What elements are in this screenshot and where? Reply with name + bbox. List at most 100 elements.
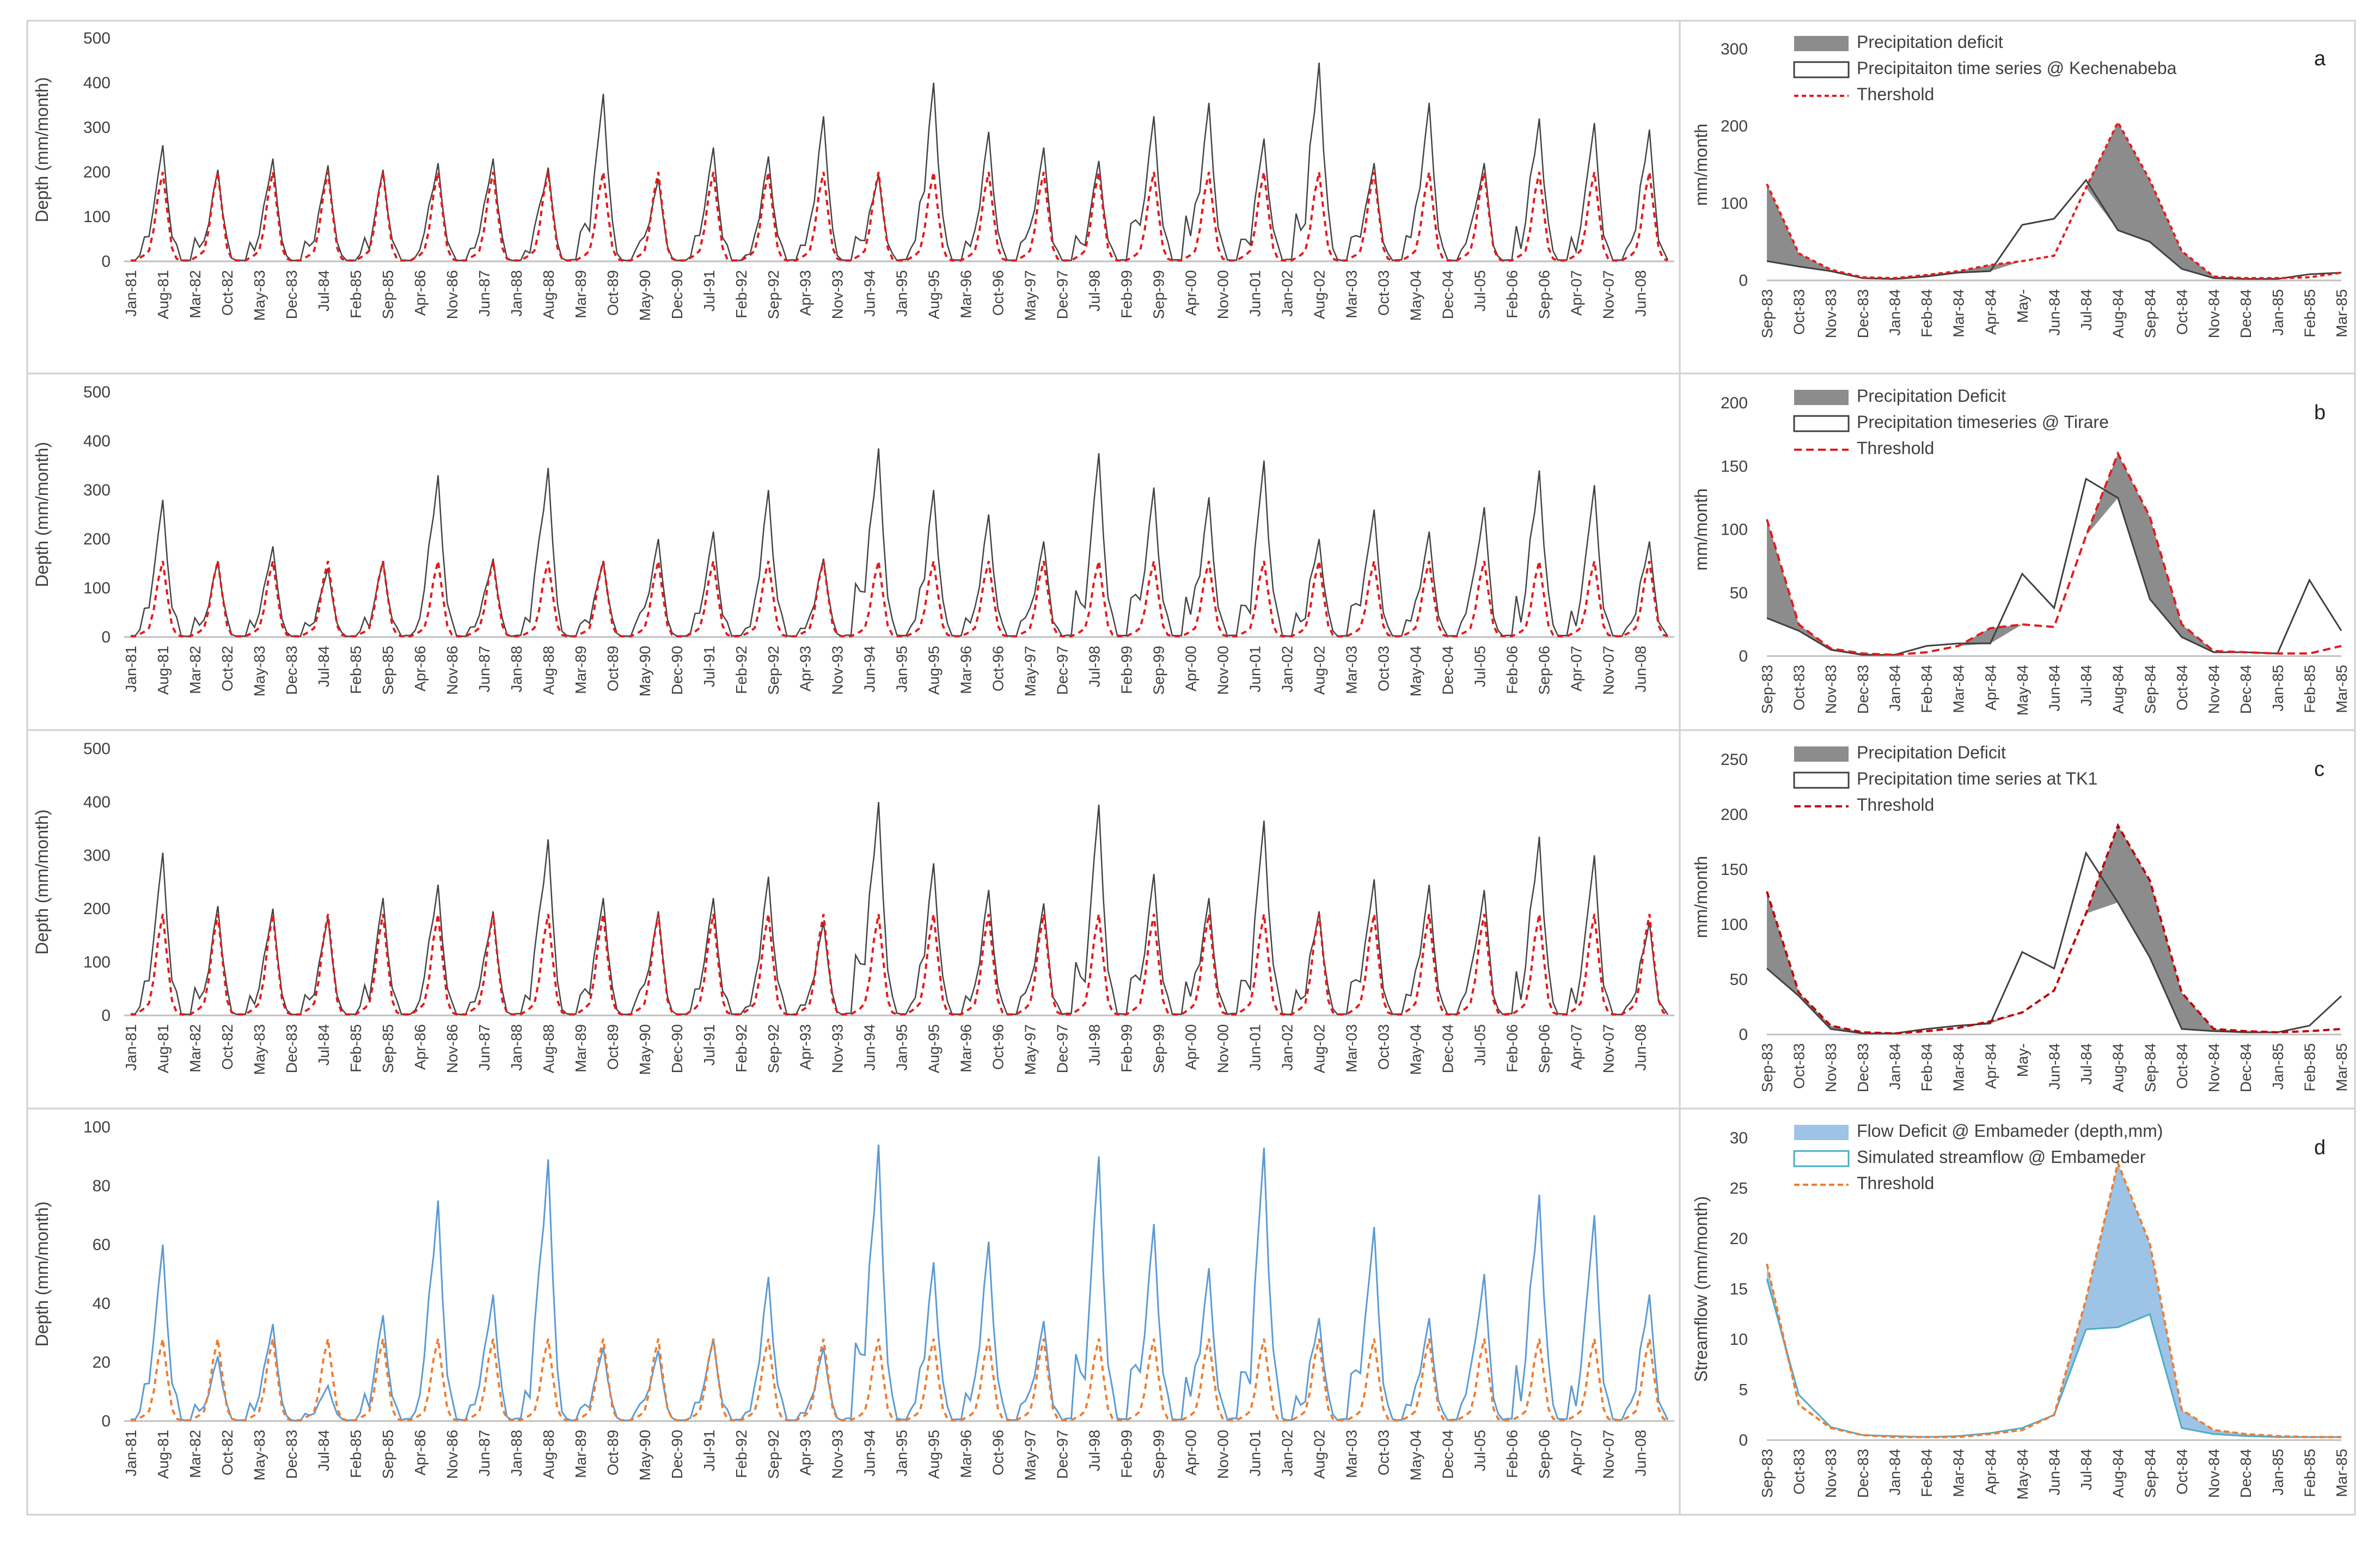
x-tick-label: Oct-89 <box>604 1430 621 1475</box>
x-tick-label: Nov-84 <box>2206 289 2223 338</box>
y-tick-label: 5 <box>1739 1381 1748 1399</box>
x-tick-label: Jul-84 <box>315 270 332 311</box>
x-tick-label: Aug-02 <box>1311 1430 1328 1479</box>
x-tick-label: Nov-83 <box>1822 289 1839 338</box>
x-tick-label: Mar-89 <box>572 1430 589 1478</box>
x-tick-label: Mar-96 <box>958 1430 975 1478</box>
y-axis-label: mm/month <box>1691 856 1711 938</box>
x-tick-label: Mar-96 <box>958 1024 975 1073</box>
x-tick-label: Oct-89 <box>604 1024 621 1070</box>
y-tick-label: 20 <box>93 1354 111 1371</box>
x-tick-label: Feb-84 <box>1918 1043 1935 1092</box>
x-tick-label: Sep-84 <box>2142 665 2158 714</box>
legend-swatch-deficit <box>1794 390 1849 405</box>
x-tick-label: Feb-06 <box>1503 646 1520 694</box>
y-tick-label: 15 <box>1730 1281 1748 1299</box>
x-tick-label: Apr-86 <box>412 270 429 316</box>
x-tick-label: Sep-84 <box>2142 289 2158 338</box>
short-chart-a-short: 0 100 200 300 mm/month Sep-83 Oct-83 Nov-83 Dec-… <box>1691 32 2350 338</box>
y-tick-label: 0 <box>1739 1431 1748 1449</box>
x-tick-label: Nov-83 <box>1822 1043 1839 1092</box>
x-tick-label: Aug-95 <box>926 270 943 319</box>
legend-label: Flow Deficit @ Embameder (depth,mm) <box>1857 1121 2163 1141</box>
x-tick-label: Dec-84 <box>2237 1449 2254 1498</box>
y-tick-label: 80 <box>93 1177 111 1195</box>
x-tick-label: Mar-89 <box>572 1024 589 1073</box>
x-tick-label: May-90 <box>637 646 653 696</box>
x-tick-label: Jul-91 <box>701 646 718 687</box>
y-tick-label: 400 <box>83 793 111 811</box>
x-tick-label: Jul-05 <box>1471 646 1488 687</box>
x-tick-label: Jan-95 <box>894 1024 910 1071</box>
x-tick-label: Jul-84 <box>315 1430 332 1471</box>
x-tick-label: Jan-84 <box>1886 665 1903 712</box>
x-tick-label: Oct-84 <box>2174 289 2191 335</box>
x-tick-label: Jan-84 <box>1886 1449 1903 1496</box>
x-tick-label: Dec-04 <box>1440 1430 1457 1479</box>
x-tick-label: Feb-85 <box>347 270 364 319</box>
y-tick-label: 200 <box>83 900 111 918</box>
legend-label: Precipitation timeseries @ Tirare <box>1857 412 2109 432</box>
x-tick-label: Jul-84 <box>2078 665 2095 706</box>
x-tick-label: Aug-02 <box>1311 270 1328 319</box>
x-tick-label: Sep-99 <box>1151 1024 1167 1073</box>
y-tick-label: 0 <box>1739 272 1748 290</box>
y-tick-label: 500 <box>83 29 111 47</box>
x-tick-label: Sep-06 <box>1535 270 1552 319</box>
x-tick-label: Dec-97 <box>1054 1024 1071 1073</box>
series-line-timeseries <box>1766 477 2342 656</box>
x-tick-label: Oct-83 <box>1791 1043 1808 1089</box>
y-tick-label: 0 <box>101 628 111 646</box>
x-tick-label: Jul-05 <box>1471 1430 1488 1471</box>
long-chart-d-long: 0 20 40 60 80 100 Depth (mm/month) Jan-81 Aug-81… <box>32 1118 1674 1480</box>
x-tick-label: Oct-82 <box>219 1430 236 1475</box>
deficit-area <box>1767 1163 2341 1437</box>
x-tick-label: Feb-85 <box>2301 289 2318 338</box>
x-tick-label: Sep-85 <box>380 646 396 695</box>
x-tick-label: Feb-92 <box>733 270 750 319</box>
x-tick-label: Aug-81 <box>155 1430 172 1479</box>
y-tick-label: 10 <box>1730 1331 1748 1349</box>
x-tick-label: Mar-84 <box>1950 665 1967 713</box>
x-tick-label: Oct-83 <box>1791 665 1808 711</box>
x-tick-label: Sep-83 <box>1759 665 1776 714</box>
y-tick-label: 0 <box>1739 1026 1748 1044</box>
panel-letter: a <box>2314 47 2326 70</box>
y-axis-label: Depth (mm/month) <box>32 77 52 223</box>
y-tick-label: 500 <box>83 383 111 401</box>
panel-letter: d <box>2314 1136 2326 1159</box>
x-tick-label: May-90 <box>637 1024 653 1075</box>
x-tick-label: Nov-07 <box>1600 1430 1617 1479</box>
x-tick-label: Jan-81 <box>123 1024 139 1071</box>
x-tick-label: Jun-84 <box>2046 1449 2063 1496</box>
y-tick-label: 250 <box>1721 751 1748 769</box>
x-tick-label: Sep-92 <box>765 646 782 695</box>
y-tick-label: 300 <box>83 847 111 865</box>
y-tick-label: 60 <box>93 1236 111 1254</box>
x-tick-label: Jan-95 <box>894 646 910 693</box>
series-line-threshold <box>131 1338 1668 1422</box>
x-tick-label: Jun-08 <box>1632 646 1649 693</box>
panel-letter: c <box>2314 758 2324 781</box>
x-tick-label: Jan-85 <box>2269 1449 2286 1496</box>
x-tick-label: Feb-85 <box>347 1430 364 1478</box>
x-tick-label: Jun-01 <box>1247 646 1264 693</box>
x-tick-label: May-04 <box>1408 1024 1424 1075</box>
x-tick-label: Jun-08 <box>1632 270 1649 317</box>
x-tick-label: Apr-84 <box>1982 665 1999 711</box>
series-line-timeseries <box>131 448 1669 638</box>
x-tick-label: Aug-81 <box>155 270 172 319</box>
x-tick-label: Jul-98 <box>1086 1024 1103 1066</box>
legend-label: Thershold <box>1857 84 1934 104</box>
long-chart-b-long: 0 100 200 300 400 500 Depth (mm/month) Jan-81 Au… <box>32 383 1674 696</box>
x-tick-label: Aug-88 <box>540 1024 557 1073</box>
x-tick-label: Jun-08 <box>1632 1024 1649 1071</box>
x-tick-label: Jan-95 <box>894 1430 910 1477</box>
legend-swatch-deficit <box>1794 746 1849 762</box>
x-tick-label: Sep-06 <box>1535 1024 1552 1073</box>
x-tick-label: May-90 <box>637 270 653 321</box>
x-tick-label: Mar-82 <box>187 1024 204 1073</box>
x-tick-label: Nov-00 <box>1215 1024 1232 1073</box>
x-tick-label: Oct-96 <box>990 1430 1007 1475</box>
x-tick-label: Feb-84 <box>1918 1449 1935 1497</box>
